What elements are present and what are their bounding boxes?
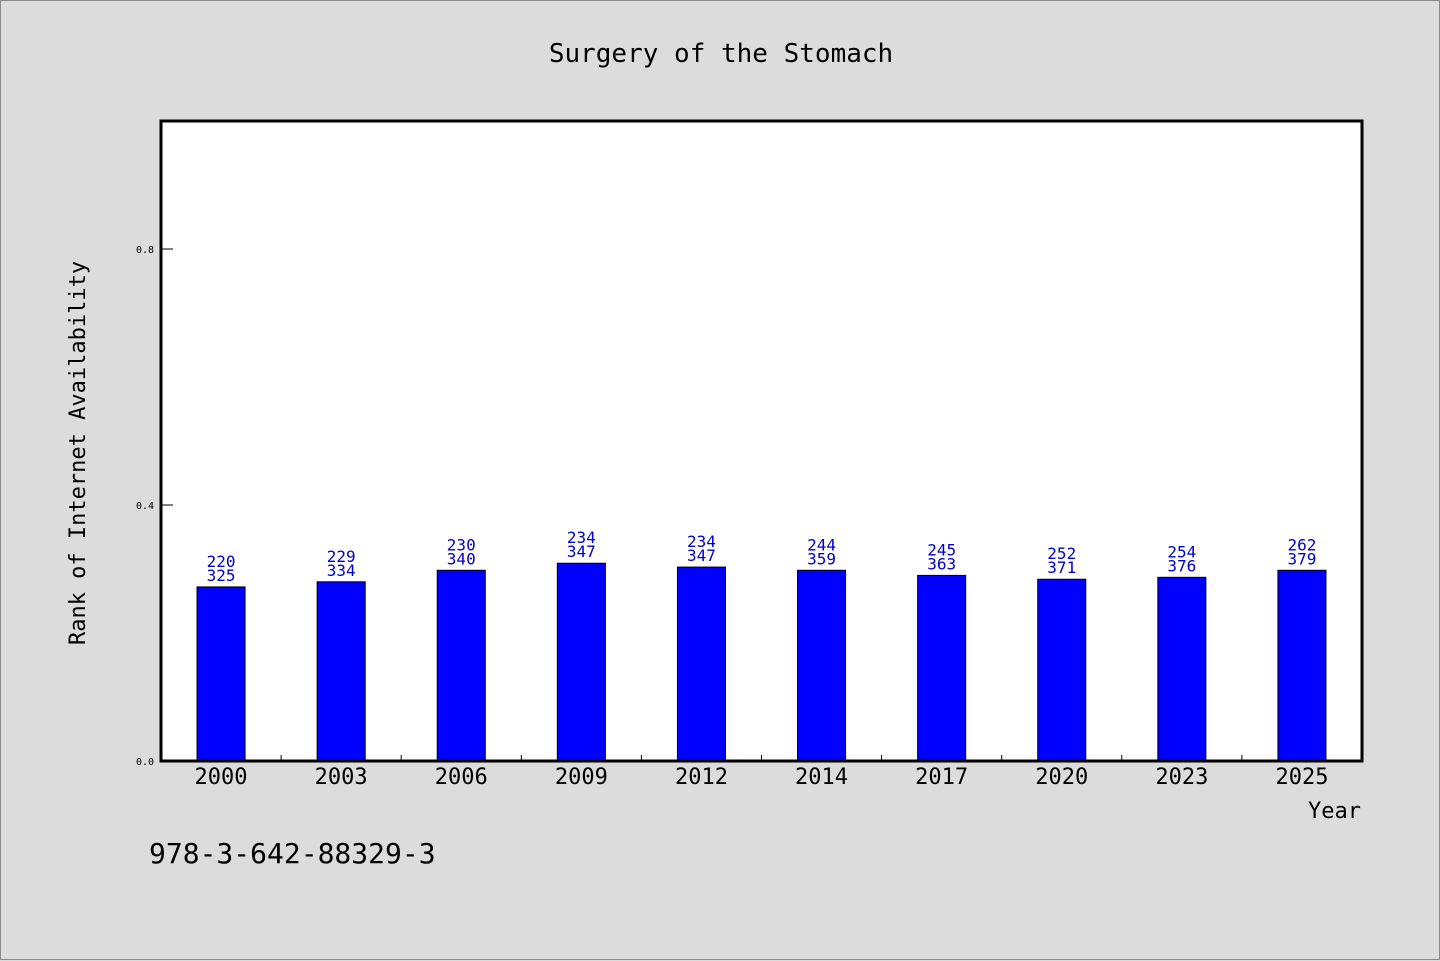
chart-title: Surgery of the Stomach [549, 39, 893, 69]
bar-2012 [676, 566, 726, 762]
isbn-footer: 978-3-642-88329-3 [149, 837, 436, 870]
bar-label-top: 254 [1167, 542, 1196, 561]
bar-label-bottom: 363 [927, 554, 956, 573]
bar-2000 [196, 586, 246, 762]
x-tick-label: 2020 [1035, 765, 1088, 790]
x-tick-label: 2006 [435, 765, 488, 790]
bar-2023 [1157, 576, 1207, 762]
bar-label-top: 220 [207, 552, 236, 571]
bar-label-top: 234 [567, 528, 596, 547]
bar-label-bottom: 340 [447, 549, 476, 568]
bar-label-bottom: 371 [1047, 558, 1076, 577]
bar-label-top: 234 [687, 532, 716, 551]
bar-label-bottom: 347 [567, 542, 596, 561]
y-tick-label: 0.0 [136, 757, 154, 768]
bars [196, 562, 1327, 762]
bar-label-bottom: 359 [807, 549, 836, 568]
bar-2003 [316, 581, 366, 762]
bar-label-top: 262 [1287, 535, 1316, 554]
x-tick-label: 2014 [795, 765, 848, 790]
x-axis-ticks: 2000 2003 2006 2009 2012 2014 2017 2020 2023 2025 [195, 755, 1328, 790]
y-axis-label: Rank of Internet Availability [66, 261, 91, 645]
bar-label-bottom: 334 [327, 561, 356, 580]
x-axis-label: Year [1308, 799, 1361, 824]
x-tick-label: 2025 [1275, 765, 1328, 790]
bar-label-top: 230 [447, 535, 476, 554]
bar-label-top: 244 [807, 535, 836, 554]
bar-label-bottom: 347 [687, 546, 716, 565]
bar-label-bottom: 325 [207, 566, 236, 585]
x-tick-label: 2003 [315, 765, 368, 790]
plot-border [159, 119, 1364, 763]
bar-label-bottom: 376 [1167, 556, 1196, 575]
y-tick-label: 0.4 [136, 501, 154, 512]
x-tick-label: 2000 [195, 765, 248, 790]
bar-2014 [797, 569, 847, 762]
bar-label-bottom: 379 [1287, 549, 1316, 568]
bar-2025 [1277, 569, 1327, 762]
y-tick-label: 0.8 [136, 245, 154, 256]
bar-label-top: 229 [327, 547, 356, 566]
x-tick-label: 2017 [915, 765, 968, 790]
bar-2020 [1037, 578, 1087, 762]
bar-label-top: 245 [927, 540, 956, 559]
x-tick-label: 2023 [1155, 765, 1208, 790]
x-tick-label: 2009 [555, 765, 608, 790]
bar-2009 [556, 562, 606, 762]
bar-2006 [436, 569, 486, 762]
bar-label-top: 252 [1047, 544, 1076, 563]
bar-2017 [917, 574, 967, 762]
x-tick-label: 2012 [675, 765, 728, 790]
